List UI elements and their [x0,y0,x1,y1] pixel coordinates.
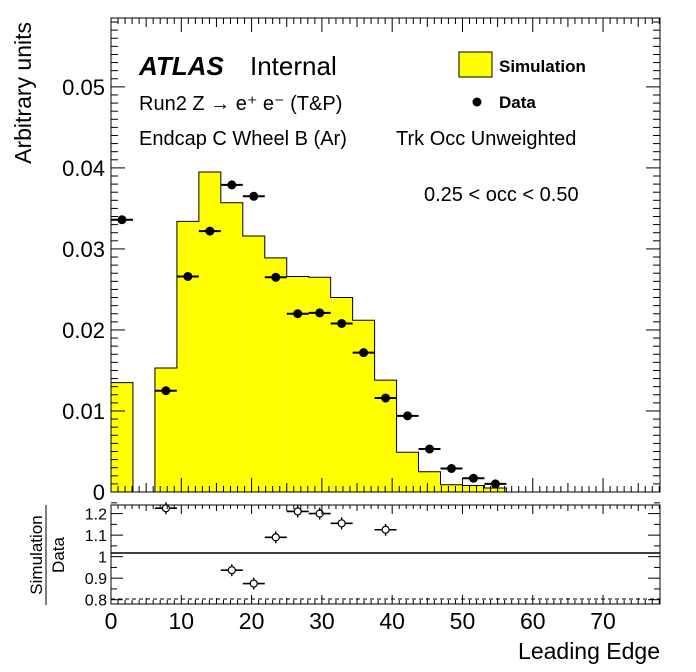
data-points [111,180,507,489]
legend-data-label: Data [499,93,536,112]
x-tick-label: 40 [379,608,405,634]
ratio-y-tick-label: 1.2 [85,507,107,524]
simulation-outline [110,171,661,493]
ratio-point [227,566,236,575]
simulation-bar [440,484,463,492]
data-point [468,473,478,483]
data-point [381,393,391,403]
detector-label: Endcap C Wheel B (Ar) [139,128,347,150]
ratio-points [154,502,397,590]
x-tick-label: 70 [590,608,616,634]
ratio-y-tick-label: 0.9 [85,571,107,588]
simulation-bar [176,221,199,492]
simulation-bar [396,452,419,492]
legend-simulation-label: Simulation [499,57,586,76]
ratio-point [161,504,171,513]
ratio-point [337,519,346,528]
y-tick-label: 0.03 [62,237,105,262]
ratio-y-title-numerator: Simulation [27,515,46,594]
data-point [446,464,456,474]
simulation-bar [308,277,331,492]
simulation-bar [462,485,485,492]
y-tick-label: 0.01 [62,399,105,424]
ratio-panel: 0.8 0.9 1 1.1 1.2 0 10 20 30 40 50 60 70 Simulation … [27,502,661,664]
simulation-histogram [110,171,661,493]
ratio-y-tick-label: 1 [98,550,107,567]
simulation-bar [418,471,441,492]
trk-occ-label: Trk Occ Unweighted [396,128,576,150]
ratio-point [249,579,258,588]
ratio-point [293,507,302,516]
y-tick-label: 0.05 [62,75,105,100]
x-tick-label: 30 [309,608,335,634]
data-point [425,444,435,454]
simulation-bar [330,297,353,492]
data-point [161,386,171,396]
x-tick-label: 10 [168,608,194,634]
data-point [249,191,259,201]
simulation-bar [220,202,243,492]
atlas-label: ATLAS [138,51,224,81]
data-point [183,271,193,281]
ratio-axis-ticks: 0.8 0.9 1 1.1 1.2 0 10 20 30 40 50 60 70 [85,502,660,634]
legend-simulation-swatch [458,51,493,78]
data-point [359,348,369,358]
data-point [293,309,303,319]
internal-label: Internal [250,51,337,81]
simulation-bar [264,257,287,492]
simulation-bar [154,368,177,492]
data-point [117,215,127,225]
y-tick-label: 0.02 [62,318,105,343]
main-panel: 0 0.01 0.02 0.03 0.04 0.05 ATLAS Internal Run… [10,17,661,505]
simulation-bar [374,380,397,492]
ratio-frame [110,504,661,605]
simulation-bar [198,171,221,492]
ratio-y-title-denominator: Data [49,537,68,573]
x-tick-label: 60 [520,608,546,634]
data-point [205,226,215,236]
top-axis-ticks: 0 0.01 0.02 0.03 0.04 0.05 [62,18,660,505]
legend-data-marker [472,97,482,107]
ratio-y-tick-label: 0.8 [85,593,107,610]
ratio-point [271,533,280,542]
y-tick-label: 0 [93,480,105,505]
simulation-bar [111,382,133,492]
data-point [403,411,413,421]
y-tick-label: 0.04 [62,156,105,181]
ratio-y-title: Simulation Data [27,505,68,605]
simulation-bar [242,235,265,492]
simulation-bar [352,320,375,492]
occupancy-range-label: 0.25 < occ < 0.50 [424,184,579,206]
process-label: Run2 Z → e⁺ e⁻ (T&P) [139,93,342,115]
x-axis-title: Leading Edge [518,638,660,664]
data-point [315,308,325,318]
ratio-y-tick-label: 1.1 [85,528,107,545]
ratio-point [381,525,390,534]
x-tick-label: 20 [239,608,265,634]
data-point [490,479,500,489]
simulation-bar [286,276,309,492]
data-point [227,180,237,190]
x-tick-label: 0 [105,608,118,634]
data-point [337,318,347,328]
data-point [271,272,281,282]
simulation-bar [484,487,507,492]
y-axis-title: Arbitrary units [10,22,36,164]
x-tick-label: 50 [450,608,476,634]
main-frame [110,17,661,493]
